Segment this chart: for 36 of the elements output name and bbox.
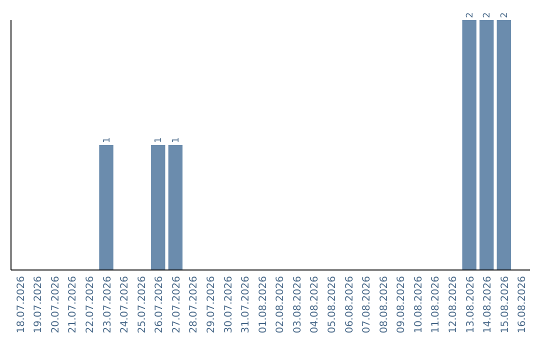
- x-tick-label: 09.08.2026: [396, 276, 408, 334]
- data-label: 1: [171, 137, 182, 143]
- data-label: 1: [154, 137, 164, 143]
- x-tick-label: 24.07.2026: [120, 276, 131, 334]
- x-tick-label: 16.08.2026: [517, 276, 528, 334]
- x-tick-label: 23.07.2026: [102, 276, 114, 334]
- x-tick-label: 04.08.2026: [310, 276, 321, 334]
- x-tick-label: 19.07.2026: [33, 276, 44, 334]
- x-tick-label: 20.07.2026: [50, 276, 62, 334]
- x-tick-label: 02.08.2026: [275, 276, 286, 334]
- x-tick-label: 08.08.2026: [378, 276, 390, 334]
- x-tick-label: 29.07.2026: [206, 276, 217, 334]
- x-tick-label: 13.08.2026: [465, 276, 476, 334]
- x-tick-label: 01.08.2026: [258, 276, 269, 334]
- x-tick-label: 25.07.2026: [136, 276, 148, 334]
- x-tick-label: 30.07.2026: [223, 276, 234, 334]
- x-tick-label: 31.07.2026: [240, 276, 252, 334]
- x-tick-label: 05.08.2026: [327, 276, 338, 334]
- x-tick-label: 22.07.2026: [84, 276, 96, 334]
- x-tick-label: 21.07.2026: [68, 276, 79, 334]
- x-tick-label: 27.07.2026: [171, 276, 182, 334]
- data-label: 2: [465, 12, 476, 18]
- data-label: 1: [102, 137, 112, 143]
- x-tick-label: 18.07.2026: [16, 276, 27, 334]
- x-tick-label: 10.08.2026: [413, 276, 424, 334]
- x-tick-label: 03.08.2026: [292, 276, 304, 334]
- x-tick-label: 12.08.2026: [448, 276, 460, 334]
- x-tick-label: 06.08.2026: [344, 276, 356, 334]
- x-tick-label: 15.08.2026: [500, 276, 511, 334]
- x-tick-label: 26.07.2026: [154, 276, 166, 334]
- x-tick-label: 11.08.2026: [430, 276, 442, 334]
- x-tick-label: 07.08.2026: [362, 276, 373, 334]
- x-tick-label: 14.08.2026: [482, 276, 494, 334]
- data-label: 2: [482, 12, 493, 18]
- x-tick-label: 28.07.2026: [188, 276, 200, 334]
- data-label: 2: [500, 12, 510, 18]
